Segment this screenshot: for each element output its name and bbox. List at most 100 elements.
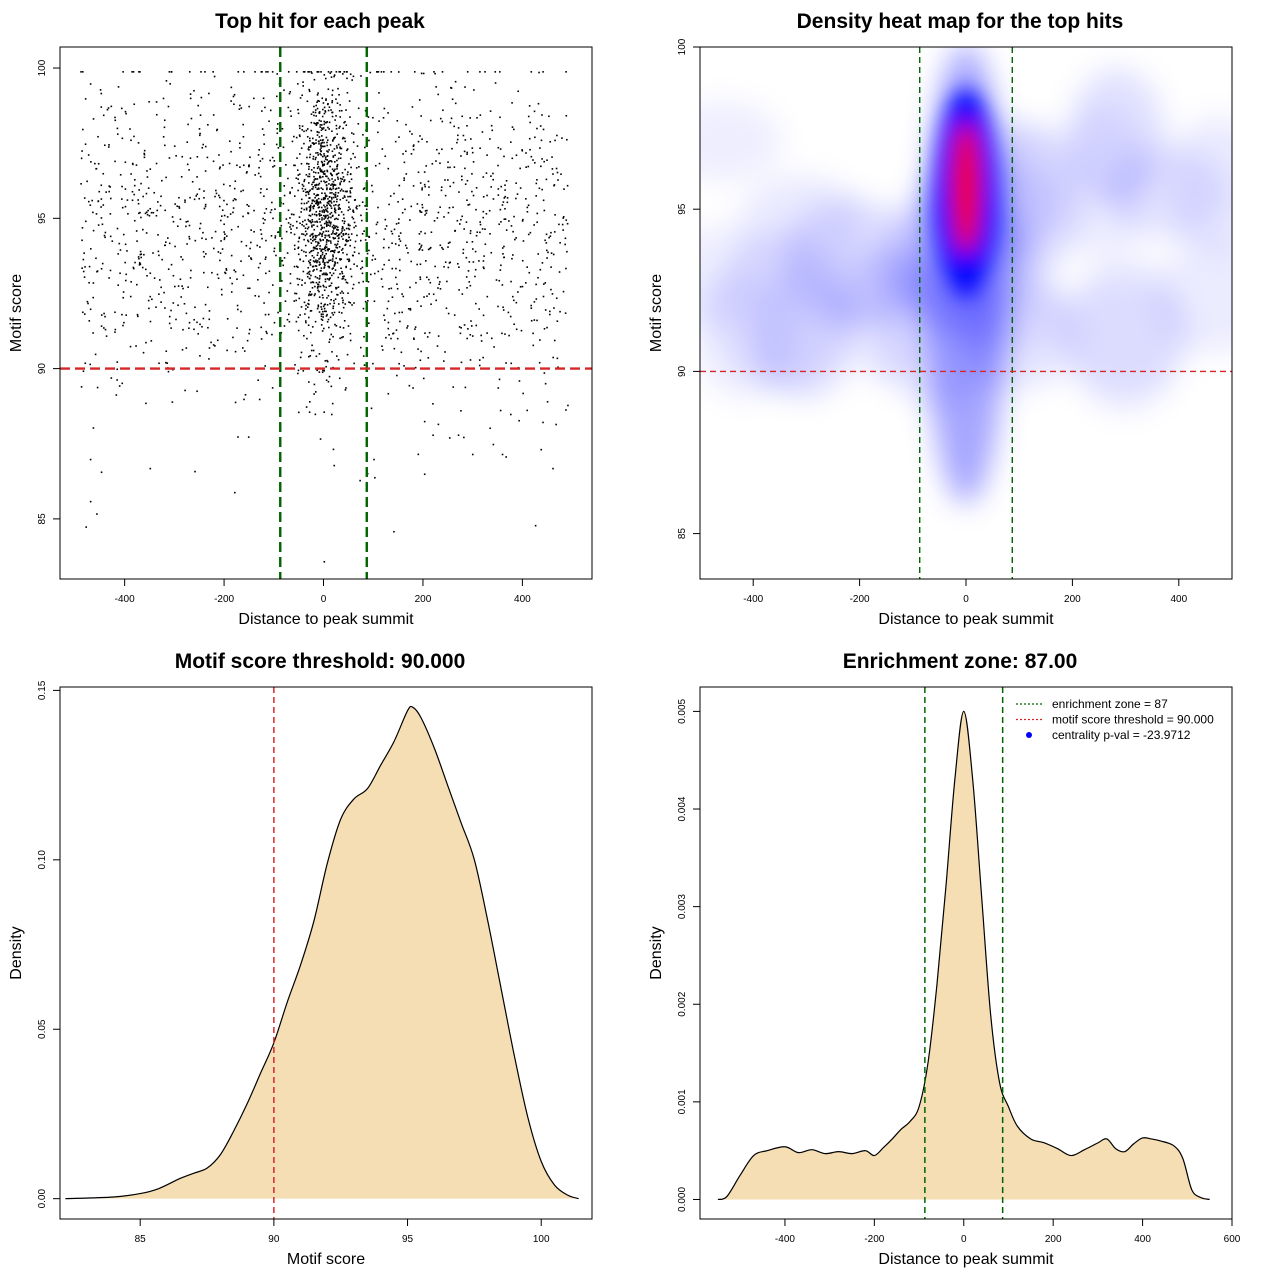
data-point <box>352 254 354 257</box>
data-point <box>81 239 83 242</box>
legend-label: centrality p-val = -23.9712 <box>1052 728 1191 742</box>
data-point <box>327 102 329 105</box>
data-point <box>329 72 332 75</box>
data-point <box>466 71 469 73</box>
data-point <box>321 251 324 254</box>
data-point <box>321 273 324 276</box>
data-point <box>119 272 121 275</box>
data-point <box>161 179 163 182</box>
data-point <box>367 281 370 283</box>
data-point <box>550 266 552 268</box>
data-point <box>325 181 328 183</box>
data-point <box>100 217 103 219</box>
data-point <box>178 196 180 199</box>
data-point <box>100 198 103 200</box>
data-point <box>546 400 549 403</box>
data-point <box>553 307 555 309</box>
data-point <box>538 71 540 74</box>
data-point <box>555 297 558 300</box>
data-point <box>386 307 389 310</box>
data-point <box>169 83 171 85</box>
data-point <box>324 264 326 267</box>
data-point <box>202 250 205 253</box>
data-point <box>331 168 334 171</box>
score-density-panel: Motif score threshold: 90.000 85 90 95 100 0… <box>0 640 640 1280</box>
data-point <box>334 168 336 171</box>
data-point <box>144 268 147 271</box>
plot-frame <box>699 686 1233 1220</box>
data-point <box>461 115 464 118</box>
data-point <box>324 156 327 159</box>
data-point <box>473 89 475 91</box>
data-point <box>464 86 466 88</box>
data-point <box>398 218 400 220</box>
data-point <box>249 156 251 159</box>
data-point <box>322 313 324 316</box>
data-point <box>365 208 368 211</box>
data-point <box>301 129 304 131</box>
data-point <box>387 392 390 395</box>
data-point <box>334 323 336 326</box>
data-point <box>308 261 311 264</box>
data-point <box>306 100 309 103</box>
legend-point-swatch <box>1026 732 1032 738</box>
data-point <box>505 362 507 364</box>
data-point <box>146 213 149 216</box>
data-point <box>316 178 319 180</box>
data-point <box>451 98 454 101</box>
data-point <box>173 145 176 147</box>
data-point <box>388 203 390 206</box>
data-point <box>276 127 279 130</box>
data-point <box>323 411 325 413</box>
data-point <box>336 102 339 104</box>
data-point <box>335 217 338 220</box>
data-point <box>96 270 98 273</box>
data-point <box>320 228 322 231</box>
data-point <box>92 118 95 120</box>
data-point <box>337 229 339 231</box>
data-point <box>297 108 299 111</box>
data-point <box>336 247 339 249</box>
data-point <box>268 270 271 273</box>
data-point <box>270 209 273 211</box>
data-point <box>308 165 310 168</box>
data-point <box>259 191 262 194</box>
data-point <box>543 160 545 163</box>
data-point <box>424 232 426 235</box>
data-point <box>232 336 234 339</box>
data-point <box>349 301 352 304</box>
data-point <box>519 167 521 170</box>
data-point <box>504 195 507 198</box>
data-point <box>126 199 129 201</box>
data-point <box>302 260 305 263</box>
data-point <box>248 105 250 108</box>
data-point <box>331 260 334 262</box>
data-point <box>309 310 312 312</box>
data-point <box>115 394 118 396</box>
data-point <box>540 448 543 451</box>
data-point <box>387 300 390 303</box>
data-point <box>324 234 327 237</box>
data-point <box>341 290 343 293</box>
data-point <box>338 71 341 73</box>
data-point <box>334 191 337 194</box>
data-point <box>511 257 513 260</box>
data-point <box>263 195 265 198</box>
data-point <box>266 188 268 191</box>
data-point <box>339 259 342 261</box>
data-point <box>240 190 242 193</box>
data-point <box>428 331 431 334</box>
data-point <box>168 322 171 325</box>
data-point <box>352 210 354 213</box>
y-tick-label: 0.005 <box>677 698 688 723</box>
data-point <box>293 244 296 247</box>
data-point <box>177 285 180 287</box>
data-point <box>249 247 251 250</box>
data-point <box>335 355 338 357</box>
data-point <box>329 223 332 225</box>
data-point <box>372 116 374 119</box>
data-point <box>349 191 352 194</box>
data-point <box>271 387 274 389</box>
data-point <box>111 240 114 242</box>
data-point <box>349 244 351 247</box>
